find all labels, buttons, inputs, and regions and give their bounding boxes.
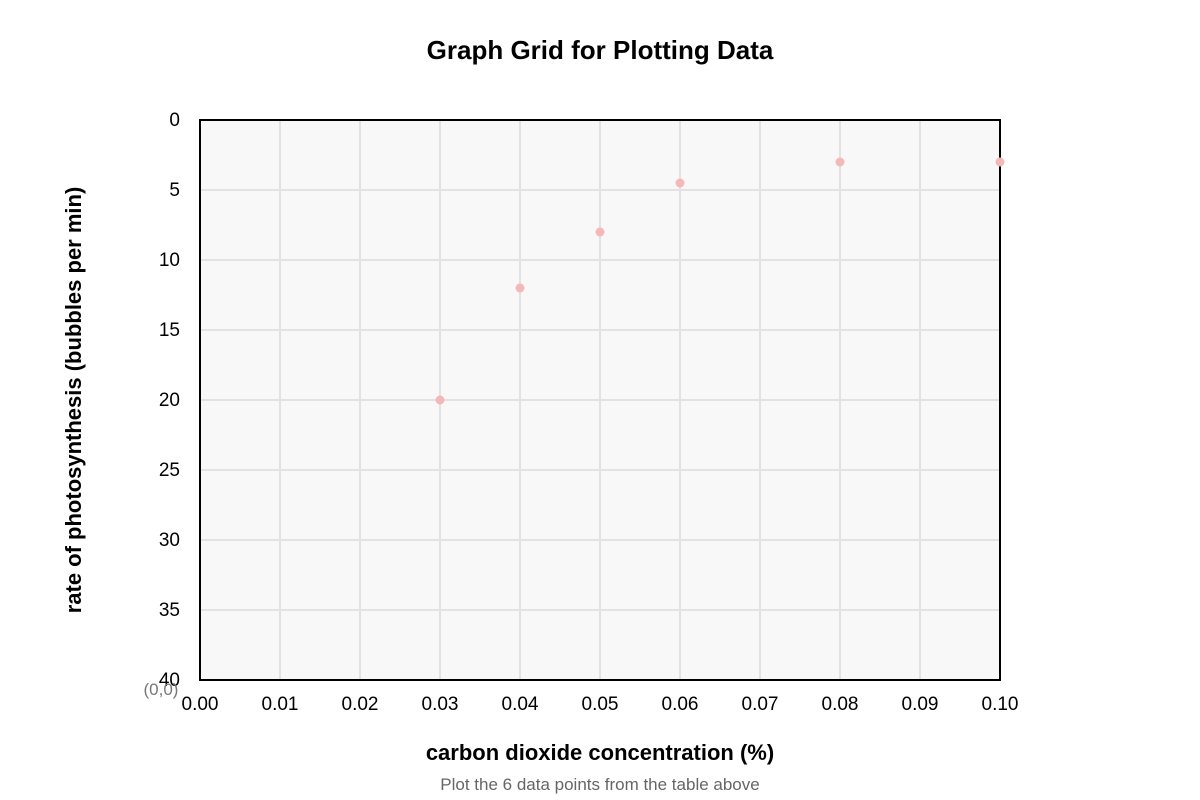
x-tick-label: 0.07: [742, 694, 779, 715]
x-tick-label: 0.06: [662, 694, 699, 715]
x-tick-label: 0.00: [182, 694, 219, 715]
y-tick-label: 35: [159, 600, 180, 621]
x-axis-label: carbon dioxide concentration (%): [426, 740, 774, 765]
y-tick-label: 25: [159, 460, 180, 481]
x-tick-label: 0.10: [982, 694, 1019, 715]
chart-caption: Plot the 6 data points from the table ab…: [440, 775, 759, 794]
x-tick-label: 0.05: [582, 694, 619, 715]
x-tick-label: 0.08: [822, 694, 859, 715]
y-tick-label: 10: [159, 250, 180, 271]
plot-frame: [199, 119, 1001, 681]
x-tick-label: 0.09: [902, 694, 939, 715]
y-tick-label: 15: [159, 320, 180, 341]
data-points: [435, 157, 1005, 405]
data-point: [515, 283, 525, 293]
x-tick-label: 0.04: [502, 694, 539, 715]
y-tick-label: 40: [159, 670, 180, 691]
x-tick-label: 0.02: [342, 694, 379, 715]
data-point: [435, 395, 445, 405]
y-axis-label: rate of photosynthesis (bubbles per min): [61, 187, 86, 614]
x-tick-label: 0.01: [262, 694, 299, 715]
x-tick-label: 0.03: [422, 694, 459, 715]
data-point: [995, 157, 1005, 167]
data-point: [595, 227, 605, 237]
y-tick-labels: 0 5 10 15 20 25 30 35 40: [159, 110, 180, 691]
y-tick-label: 0: [169, 110, 180, 131]
chart-title: Graph Grid for Plotting Data: [427, 35, 774, 65]
y-tick-label: 30: [159, 530, 180, 551]
origin-label: (0,0): [144, 680, 179, 699]
y-tick-label: 5: [169, 180, 180, 201]
data-point: [675, 178, 685, 188]
y-tick-label: 20: [159, 390, 180, 411]
data-point: [835, 157, 845, 167]
x-tick-labels: 0.00 0.01 0.02 0.03 0.04 0.05 0.06 0.07 0.08 0.09…: [182, 694, 1019, 715]
